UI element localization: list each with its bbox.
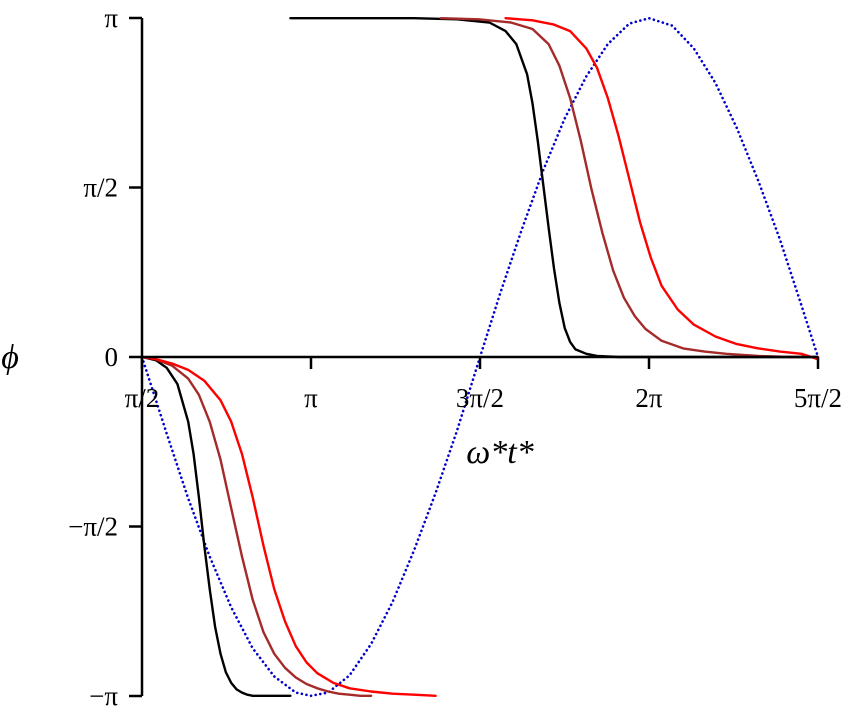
series-line-3-segment-0 (140, 355, 437, 697)
x-tick-label-3: 2π (635, 383, 663, 413)
y-tick-label-2: 0 (105, 342, 119, 372)
x-tick-label-1: π (304, 383, 318, 413)
y-tick-label-1: π/2 (83, 173, 118, 203)
series-line-1-segment-0 (140, 355, 292, 697)
x-axis-title: ω*t* (466, 434, 533, 471)
y-tick-label-0: π (104, 3, 118, 33)
x-tick-label-2: 3π/2 (456, 383, 504, 413)
series-line-3-segment-1 (504, 17, 820, 361)
y-tick-label-3: −π/2 (68, 512, 118, 542)
series-line-2-segment-1 (439, 17, 820, 359)
series-line-1-segment-1 (289, 17, 820, 359)
x-tick-label-4: 5π/2 (794, 383, 842, 413)
ticks-layer: π/2 π 3π/2 2π 5π/2ππ/20−π/2−π (68, 3, 842, 711)
x-tick-label-0: π/2 (125, 383, 160, 413)
y-axis-title: ϕ (1, 339, 19, 376)
y-tick-label-4: −π (89, 681, 118, 711)
series-line-2-segment-0 (140, 355, 373, 697)
